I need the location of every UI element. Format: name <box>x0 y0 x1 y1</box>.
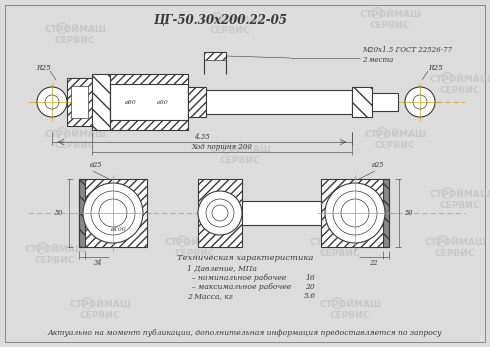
Bar <box>198 179 242 247</box>
Text: СТРОЙМАШ
СЕРВИС: СТРОЙМАШ СЕРВИС <box>164 238 226 258</box>
Circle shape <box>37 87 67 117</box>
Bar <box>206 90 352 114</box>
Text: СТРОЙМАШ
СЕРВИС: СТРОЙМАШ СЕРВИС <box>359 10 421 30</box>
Circle shape <box>333 191 377 235</box>
Text: 20: 20 <box>305 283 315 291</box>
Text: 5.6: 5.6 <box>304 292 316 300</box>
Text: СТРОЙМАШ
СЕРВИС: СТРОЙМАШ СЕРВИС <box>424 238 486 258</box>
Bar <box>204 52 226 60</box>
Circle shape <box>45 95 59 109</box>
Bar <box>321 179 389 247</box>
Bar <box>67 78 92 126</box>
Text: СТРОЙМАШ
СЕРВИС: СТРОЙМАШ СЕРВИС <box>309 238 371 258</box>
Circle shape <box>413 95 427 109</box>
Text: ø100: ø100 <box>110 227 126 231</box>
Bar <box>110 74 188 130</box>
Text: Ход поршня 200: Ход поршня 200 <box>192 143 252 151</box>
Text: 4.35: 4.35 <box>194 133 210 141</box>
Circle shape <box>99 199 127 227</box>
Bar <box>92 74 110 130</box>
Circle shape <box>198 191 242 235</box>
Bar <box>110 74 188 84</box>
Circle shape <box>91 191 135 235</box>
Text: М20х1.5 ГОСТ 22526-77
2 места: М20х1.5 ГОСТ 22526-77 2 места <box>362 46 452 64</box>
Text: СТРОЙМАШ
СЕРВИС: СТРОЙМАШ СЕРВИС <box>69 300 131 320</box>
Text: 50: 50 <box>405 209 414 217</box>
Text: СТРОЙМАШ
СЕРВИС: СТРОЙМАШ СЕРВИС <box>429 190 490 210</box>
Text: 16: 16 <box>305 274 315 282</box>
Bar <box>321 179 389 247</box>
Bar <box>188 87 206 117</box>
Text: ø25: ø25 <box>89 161 101 169</box>
Circle shape <box>83 183 143 243</box>
Text: 50: 50 <box>54 209 63 217</box>
Bar <box>372 93 398 111</box>
Text: 34: 34 <box>94 259 102 267</box>
Bar <box>92 74 110 130</box>
Text: 2 Масса, кг: 2 Масса, кг <box>187 292 233 300</box>
Text: СТРОЙМАШ
СЕРВИС: СТРОЙМАШ СЕРВИС <box>319 300 381 320</box>
Text: ø25: ø25 <box>371 161 383 169</box>
Text: СТРОЙМАШ
СЕРВИС: СТРОЙМАШ СЕРВИС <box>44 130 106 150</box>
Bar <box>242 201 321 225</box>
Bar <box>79 179 147 247</box>
Bar <box>71 86 88 118</box>
Text: СТРОЙМАШ
СЕРВИС: СТРОЙМАШ СЕРВИС <box>209 145 271 165</box>
Text: Актуально на момент публикации, дополнительная информация предоставляется по зап: Актуально на момент публикации, дополнит… <box>48 329 442 337</box>
Text: R25: R25 <box>428 64 442 72</box>
Circle shape <box>206 199 234 227</box>
Bar <box>110 120 188 130</box>
Circle shape <box>341 199 369 227</box>
Text: – максимальное рабочее: – максимальное рабочее <box>187 283 291 291</box>
Text: Техническая характеристика: Техническая характеристика <box>177 254 313 262</box>
Bar <box>79 179 85 247</box>
Bar <box>79 179 147 247</box>
Text: СТРОЙМАШ
СЕРВИС: СТРОЙМАШ СЕРВИС <box>199 15 261 35</box>
Text: СТРОЙМАШ
СЕРВИС: СТРОЙМАШ СЕРВИС <box>24 245 86 265</box>
Bar <box>352 87 372 117</box>
Text: R25: R25 <box>36 64 50 72</box>
Text: – номинальное рабочее: – номинальное рабочее <box>187 274 286 282</box>
Text: СТРОЙМАШ
СЕРВИС: СТРОЙМАШ СЕРВИС <box>429 75 490 95</box>
Circle shape <box>325 183 385 243</box>
Text: СТРОЙМАШ
СЕРВИС: СТРОЙМАШ СЕРВИС <box>364 130 426 150</box>
Text: 22: 22 <box>369 259 377 267</box>
Bar <box>67 78 92 126</box>
Bar <box>352 87 372 117</box>
Text: ø80: ø80 <box>124 100 136 104</box>
Bar <box>383 179 389 247</box>
Bar <box>110 84 188 120</box>
Text: ЦГ-50.30х200.22-05: ЦГ-50.30х200.22-05 <box>153 14 287 26</box>
Text: СТРОЙМАШ
СЕРВИС: СТРОЙМАШ СЕРВИС <box>44 25 106 45</box>
Bar <box>79 179 85 247</box>
Text: 1 Давление, МПа: 1 Давление, МПа <box>187 265 257 273</box>
Bar <box>198 179 242 247</box>
Circle shape <box>405 87 435 117</box>
Bar <box>188 87 206 117</box>
Bar <box>383 179 389 247</box>
Text: ø50: ø50 <box>156 100 168 104</box>
